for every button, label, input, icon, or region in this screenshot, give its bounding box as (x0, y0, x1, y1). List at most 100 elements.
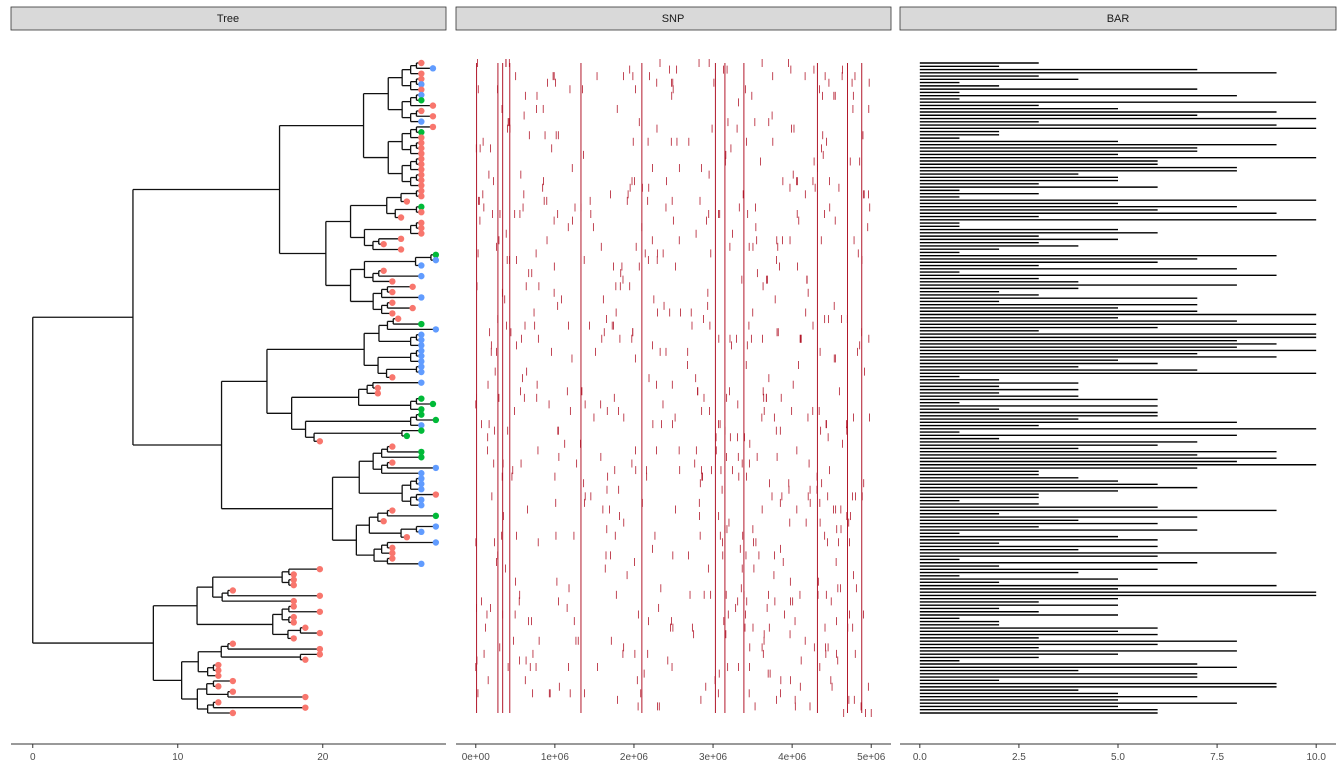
tree-tip-point (432, 523, 440, 530)
tree-tip-point (389, 288, 396, 296)
tree-tip-point (316, 629, 324, 637)
tree-tip-point (389, 507, 396, 514)
tree-tip-point (380, 517, 387, 525)
bar-panel (919, 62, 1317, 714)
tree-x-tick-label: 20 (317, 752, 329, 763)
tree-tip-point (302, 704, 309, 711)
tree-tip-point (316, 651, 324, 658)
tree-tip-point (418, 528, 425, 536)
tree-tip-point (432, 256, 440, 264)
tree-tip-point (302, 693, 309, 701)
tree-tip-point (389, 459, 396, 466)
tree-tip-point (418, 219, 425, 227)
tree-tip-point (316, 438, 324, 445)
tree-tip-point (418, 475, 425, 482)
tree-tip-point (432, 326, 440, 333)
tree-tip-point (409, 283, 416, 290)
tree-tip-point (397, 246, 405, 253)
tree-tip-point (418, 368, 425, 376)
tree-tip-point (418, 320, 425, 328)
tree-tip-point (389, 278, 396, 285)
tree-tip-point (403, 198, 411, 205)
tree-tip-point (229, 640, 237, 647)
axes: 0 10 20 0e+00 1e+06 2e+06 3e+06 4e+06 5e+06 0.0 2.… (30, 744, 1326, 763)
tree-tip-point (229, 677, 237, 685)
tree-tip-point (418, 161, 425, 168)
tree-tip-point (215, 672, 222, 679)
tree-tip-point (418, 331, 425, 338)
tree-tip-point (418, 187, 425, 195)
strip-snp: SNP (455, 6, 892, 31)
tree-tip-point (418, 406, 425, 413)
tree-tip-point (418, 230, 425, 237)
tree-tip-point (418, 422, 425, 429)
tree-tip-point (418, 192, 425, 200)
tree-tip-point (418, 203, 425, 211)
tree-tip-point (215, 699, 222, 706)
tree-x-tick-label: 10 (172, 752, 184, 763)
tree-x-tick-label: 0 (30, 752, 36, 763)
tree-tip-point (432, 512, 440, 520)
tree-tip-point (418, 496, 425, 504)
tree-tip-point (215, 667, 222, 674)
tree-tip-point (374, 384, 382, 392)
tree-tip-point (418, 427, 425, 434)
tree-tip-point (290, 603, 297, 610)
tree-tip-point (418, 139, 425, 147)
tree-tip-point (229, 709, 237, 717)
strip-tree: Tree (10, 6, 447, 31)
tree-tip-point (418, 395, 425, 402)
tree-tip-point (429, 65, 437, 72)
tree-tip-point (389, 443, 396, 450)
tree-tip-point (418, 97, 425, 104)
tree-tip-point (302, 624, 309, 631)
snp-x-tick-label: 1e+06 (541, 752, 570, 763)
tree-tip-point (418, 145, 425, 152)
tree-tip-point (429, 102, 437, 109)
tree-tip-point (290, 597, 297, 605)
tree-tip-point (432, 491, 440, 498)
tree-tip-point (432, 416, 440, 424)
tree-tip-point (290, 635, 297, 642)
tree-tip-point (389, 299, 396, 306)
tree-tip-point (418, 294, 425, 301)
snp-x-tick-label: 5e+06 (857, 752, 886, 763)
bar-x-tick-label: 7.5 (1210, 752, 1224, 763)
tree-tip-point (397, 235, 405, 243)
tree-tip-point (418, 177, 425, 184)
bar-x-tick-label: 10.0 (1306, 752, 1326, 763)
tree-tip-point (418, 352, 425, 360)
strip-label-tree: Tree (217, 13, 239, 25)
tree-tip-point (418, 224, 425, 232)
tree-tip-point (429, 113, 437, 120)
tree-tip-point (418, 75, 425, 83)
bar-x-tick-label: 5.0 (1111, 752, 1125, 763)
strip-label-bar: BAR (1107, 13, 1130, 25)
tree-tip-point (418, 208, 425, 216)
tree-tip-point (418, 166, 425, 173)
tree-tip-point (215, 683, 222, 690)
tree-tip-point (418, 454, 425, 461)
tree-tip-point (380, 240, 387, 248)
tree-tip-point (418, 129, 425, 136)
tree-tip-point (429, 123, 437, 131)
tree-tip-point (316, 645, 324, 653)
tree-tip-point (374, 390, 382, 397)
tree-tip-point (302, 656, 309, 663)
tree-tip-point (290, 581, 297, 589)
tree-tip-point (418, 59, 425, 67)
tree-tip-point (418, 379, 425, 386)
tree-tip-point (418, 347, 425, 354)
tree-tip-point (215, 661, 222, 669)
tree-panel (32, 59, 440, 717)
snp-x-tick-label: 4e+06 (778, 752, 807, 763)
tree-tip-point (432, 251, 440, 259)
tree-tip-point (418, 336, 425, 344)
tree-tip-point (418, 134, 425, 141)
tree-tip-point (389, 555, 396, 562)
tree-tip-point (389, 374, 396, 381)
tree-tip-point (403, 432, 411, 440)
snp-x-tick-label: 3e+06 (699, 752, 728, 763)
tree-tip-point (418, 118, 425, 125)
